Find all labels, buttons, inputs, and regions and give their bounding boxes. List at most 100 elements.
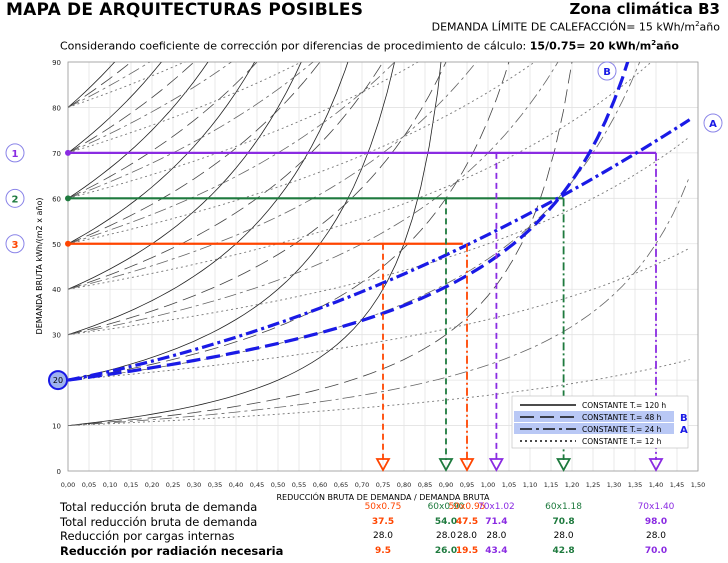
start-point-label: 20 xyxy=(53,376,63,385)
y-tick-label: 80 xyxy=(52,104,61,112)
table-row-label: Total reducción bruta de demanda xyxy=(60,515,258,529)
subtitle-text: Considerando coeficiente de corrección p… xyxy=(60,39,530,53)
legend-entry: CONSTANTE T.= 120 h xyxy=(582,401,666,410)
drop-arrow xyxy=(556,458,572,472)
level-dot-2 xyxy=(65,195,71,202)
x-tick-label: 1,25 xyxy=(586,481,600,489)
family-curve xyxy=(68,62,302,290)
climate-zone: Zona climática B3 xyxy=(569,0,720,18)
x-tick-label: 1,15 xyxy=(544,481,558,489)
x-tick-label: 0,65 xyxy=(334,481,348,489)
x-tick-label: 0,50 xyxy=(271,481,285,489)
table-cell: 28.0 xyxy=(553,531,574,541)
drop-arrow xyxy=(648,458,664,472)
family-curve xyxy=(68,62,209,199)
x-axis-label: REDUCCIÓN BRUTA DE DEMANDA / DEMANDA BRU… xyxy=(276,491,490,502)
family-curve xyxy=(68,136,690,336)
legend-highlight xyxy=(514,411,674,422)
x-tick-label: 1,00 xyxy=(481,481,495,489)
legend-entry: CONSTANTE T.= 12 h xyxy=(582,437,662,446)
y-tick-label: 70 xyxy=(52,150,61,158)
x-tick-label: 0,95 xyxy=(460,481,474,489)
level-badge-label: 3 xyxy=(12,240,19,251)
x-tick-label: 1,45 xyxy=(670,481,684,489)
family-curve xyxy=(68,62,256,245)
x-tick-label: 0,35 xyxy=(208,481,222,489)
x-tick-label: 0,15 xyxy=(124,481,138,489)
family-curve xyxy=(68,176,690,426)
family-curve xyxy=(68,62,186,108)
level-badge-3 xyxy=(5,234,25,254)
series-B xyxy=(68,62,630,382)
x-tick-label: 1,30 xyxy=(607,481,621,489)
family-curve xyxy=(68,62,559,336)
family-curve xyxy=(68,62,232,154)
x-tick-label: 0,85 xyxy=(418,481,432,489)
x-tick-label: 0,45 xyxy=(250,481,264,489)
series-A xyxy=(68,118,691,382)
table-cell: 28.0 xyxy=(456,531,478,541)
legend-highlight xyxy=(514,423,674,434)
page-title: MAPA DE ARQUITECTURAS POSIBLES xyxy=(6,0,364,20)
table-cell: 47.5 xyxy=(455,517,479,527)
demand-limit-sup: 2 xyxy=(695,20,700,28)
table-row-label: Reducción por radiación necesaria xyxy=(60,544,284,558)
family-curve xyxy=(68,62,321,245)
x-tick-label: 1,40 xyxy=(649,481,663,489)
x-tick-label: 0,90 xyxy=(439,481,453,489)
series-tag-badge-A xyxy=(703,113,723,133)
drop-arrow xyxy=(488,458,504,472)
table-cell: 60x0.90 xyxy=(427,502,465,512)
family-curve xyxy=(68,62,132,108)
family-curve xyxy=(68,62,384,290)
x-tick-label: 0,25 xyxy=(166,481,180,489)
family-curve xyxy=(68,62,510,381)
family-curve xyxy=(68,62,652,290)
chart-subtitle: Considerando coeficiente de corrección p… xyxy=(60,39,679,53)
table-cell: 28.0 xyxy=(435,531,457,541)
table-cell: 70x1.02 xyxy=(477,502,515,512)
table-cell: 28.0 xyxy=(372,531,394,541)
level-badge-2 xyxy=(5,188,25,208)
y-tick-label: 60 xyxy=(52,195,61,203)
start-point-marker xyxy=(48,370,68,391)
family-curve xyxy=(68,62,447,336)
drop-arrow xyxy=(459,458,475,472)
family-curve xyxy=(68,62,536,245)
family-curve xyxy=(68,62,116,108)
y-tick-label: 40 xyxy=(52,286,61,294)
table-cell: 37.5 xyxy=(371,517,395,527)
family-curve xyxy=(68,62,303,154)
family-curve xyxy=(68,62,477,290)
family-curve xyxy=(68,62,396,245)
family-curve xyxy=(68,62,314,199)
legend-tag: A xyxy=(680,425,688,436)
series-tag-label: B xyxy=(603,67,611,78)
x-tick-label: 1,20 xyxy=(565,481,579,489)
family-curve xyxy=(68,359,690,427)
series-tag-badge-B xyxy=(597,61,617,81)
legend-tag: B xyxy=(680,413,688,424)
x-tick-label: 0,05 xyxy=(82,481,96,489)
y-tick-label: 90 xyxy=(52,59,61,67)
table-cell: 71.4 xyxy=(485,517,508,527)
table-cell: 54.0 xyxy=(434,517,458,527)
curve-families xyxy=(68,62,690,427)
x-tick-label: 1,50 xyxy=(691,481,705,489)
table-cell: 50x0.75 xyxy=(364,502,402,512)
table-row-label: Total reducción bruta de demanda xyxy=(60,500,258,514)
y-tick-label: 0 xyxy=(57,468,61,476)
y-tick-label: 50 xyxy=(52,241,61,249)
family-curve xyxy=(68,62,162,154)
x-tick-label: 0,70 xyxy=(355,481,369,489)
family-curve xyxy=(68,62,195,154)
x-tick-label: 0,00 xyxy=(61,481,75,489)
y-tick-label: 30 xyxy=(52,332,61,340)
x-tick-label: 0,20 xyxy=(145,481,159,489)
level-badge-label: 1 xyxy=(12,149,19,160)
table-row-label: Reducción por cargas internas xyxy=(60,529,235,543)
family-curve xyxy=(68,62,258,199)
demand-limit-suffix: año xyxy=(699,20,720,34)
table-cell: 60x1.18 xyxy=(545,502,582,512)
